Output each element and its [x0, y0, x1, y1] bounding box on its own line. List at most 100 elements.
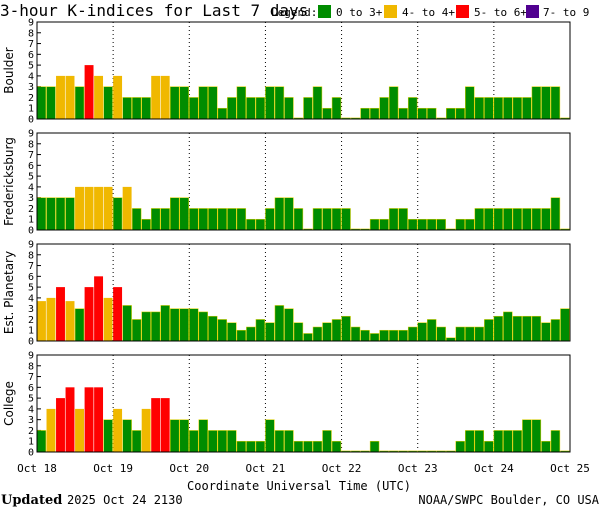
k-index-bar	[74, 308, 85, 342]
panel-frame-top	[36, 354, 571, 453]
k-index-bar	[189, 308, 199, 342]
k-index-bar	[284, 197, 294, 231]
k-index-bar	[141, 218, 151, 231]
k-index-bar	[407, 326, 418, 342]
legend-swatch-yellow	[384, 5, 397, 18]
y-tick-label: 8	[28, 250, 34, 261]
k-index-bar	[84, 65, 94, 119]
k-index-bar	[65, 301, 75, 341]
y-tick-label: 3	[28, 415, 34, 426]
k-index-bar	[455, 218, 465, 231]
k-index-bar	[360, 329, 370, 342]
k-index-bar	[255, 97, 266, 120]
updated-value: 2025 Oct 24 2130	[67, 493, 183, 507]
k-index-bar	[265, 208, 275, 231]
k-index-bar	[322, 430, 332, 453]
k-index-bar	[474, 430, 484, 453]
k-index-bar	[141, 311, 151, 342]
k-index-bar	[398, 208, 408, 231]
y-tick-label: 9	[28, 18, 34, 29]
k-index-bar	[265, 419, 275, 453]
k-index-bar	[74, 86, 85, 120]
k-index-bar	[246, 218, 256, 231]
y-tick-label: 2	[28, 315, 34, 326]
k-index-bar	[484, 208, 494, 231]
k-index-bar	[189, 430, 199, 453]
k-index-bar	[255, 440, 266, 453]
k-index-bar	[322, 107, 332, 120]
k-index-bar	[246, 440, 256, 453]
legend-item-green: 0 to 3+	[336, 6, 383, 19]
k-index-bar	[94, 186, 104, 230]
k-index-bar	[103, 86, 113, 120]
k-index-bar	[293, 440, 304, 453]
k-index-bar	[388, 208, 399, 231]
k-index-bar	[160, 398, 170, 452]
k-index-bar	[84, 186, 94, 230]
x-tick-label: Oct 20	[169, 462, 209, 475]
k-index-bar	[550, 319, 561, 342]
panel-label: Fredericksburg	[2, 137, 16, 226]
k-index-bar	[531, 315, 542, 342]
k-index-bar	[170, 197, 180, 231]
y-tick-label: 0	[28, 115, 34, 126]
k-index-bar	[417, 218, 427, 231]
k-index-bar	[465, 430, 475, 453]
k-index-bar	[398, 329, 408, 342]
k-index-bar	[84, 287, 94, 341]
k-index-bar	[322, 208, 332, 231]
y-tick-label: 6	[28, 161, 34, 172]
y-tick-label: 0	[28, 226, 34, 237]
k-index-bar	[131, 430, 142, 453]
k-index-bar	[379, 329, 389, 342]
y-tick-label: 8	[28, 361, 34, 372]
k-index-bar	[236, 208, 247, 231]
k-index-bar	[341, 315, 351, 342]
x-tick-label: Oct 23	[398, 462, 438, 475]
k-index-bar	[474, 208, 484, 231]
k-index-bar	[160, 305, 170, 342]
legend-item-red: 5- to 6+	[474, 6, 527, 19]
k-index-bar	[189, 97, 199, 120]
y-tick-label: 2	[28, 426, 34, 437]
legend-swatch-purple	[526, 5, 539, 18]
y-tick-label: 9	[28, 129, 34, 140]
k-index-bar	[103, 297, 113, 341]
y-tick-label: 4	[28, 182, 34, 193]
y-tick-label: 2	[28, 93, 34, 104]
panel-label: Boulder	[2, 47, 16, 94]
y-tick-label: 1	[28, 215, 34, 226]
k-index-bar	[426, 107, 437, 120]
k-index-bar	[350, 326, 361, 342]
k-index-bar	[388, 329, 399, 342]
k-index-bar	[246, 97, 256, 120]
k-index-bar	[331, 97, 342, 120]
k-index-bar	[122, 97, 132, 120]
k-index-bar	[455, 107, 465, 120]
legend-item-yellow: 4- to 4+	[402, 6, 455, 19]
panel-frame-top	[36, 243, 571, 342]
k-index-bar	[312, 326, 323, 342]
x-tick-label: Oct 18	[17, 462, 57, 475]
k-index-bar	[94, 387, 104, 452]
k-index-bar	[170, 308, 180, 342]
x-axis-label: Coordinate Universal Time (UTC)	[187, 479, 411, 493]
updated-label: Updated	[1, 493, 62, 508]
y-tick-label: 4	[28, 71, 34, 82]
k-index-bar	[274, 86, 285, 120]
k-index-bar	[369, 107, 380, 120]
footer-credit: NOAA/SWPC Boulder, CO USA	[418, 493, 599, 507]
k-index-bar	[379, 218, 389, 231]
k-index-bar	[65, 197, 75, 231]
y-tick-label: 6	[28, 50, 34, 61]
k-index-bar	[189, 208, 199, 231]
legend-swatch-green	[318, 5, 331, 18]
k-index-bar	[113, 408, 123, 452]
k-index-bar	[541, 322, 551, 342]
y-tick-label: 3	[28, 82, 34, 93]
k-index-bar	[265, 86, 275, 120]
